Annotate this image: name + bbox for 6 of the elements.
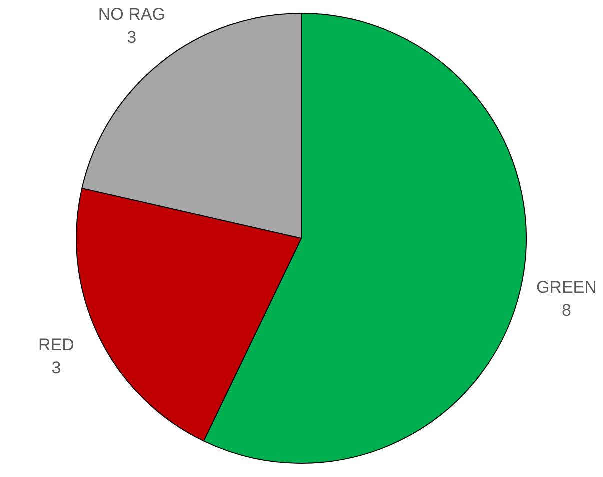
- data-label: 8: [562, 301, 572, 320]
- slice-label: GREEN: [536, 278, 597, 298]
- slice-label: RED: [38, 336, 74, 355]
- data-label: 3: [52, 358, 62, 378]
- slice-label: NO RAG: [98, 4, 166, 24]
- data-label: 3: [127, 28, 137, 47]
